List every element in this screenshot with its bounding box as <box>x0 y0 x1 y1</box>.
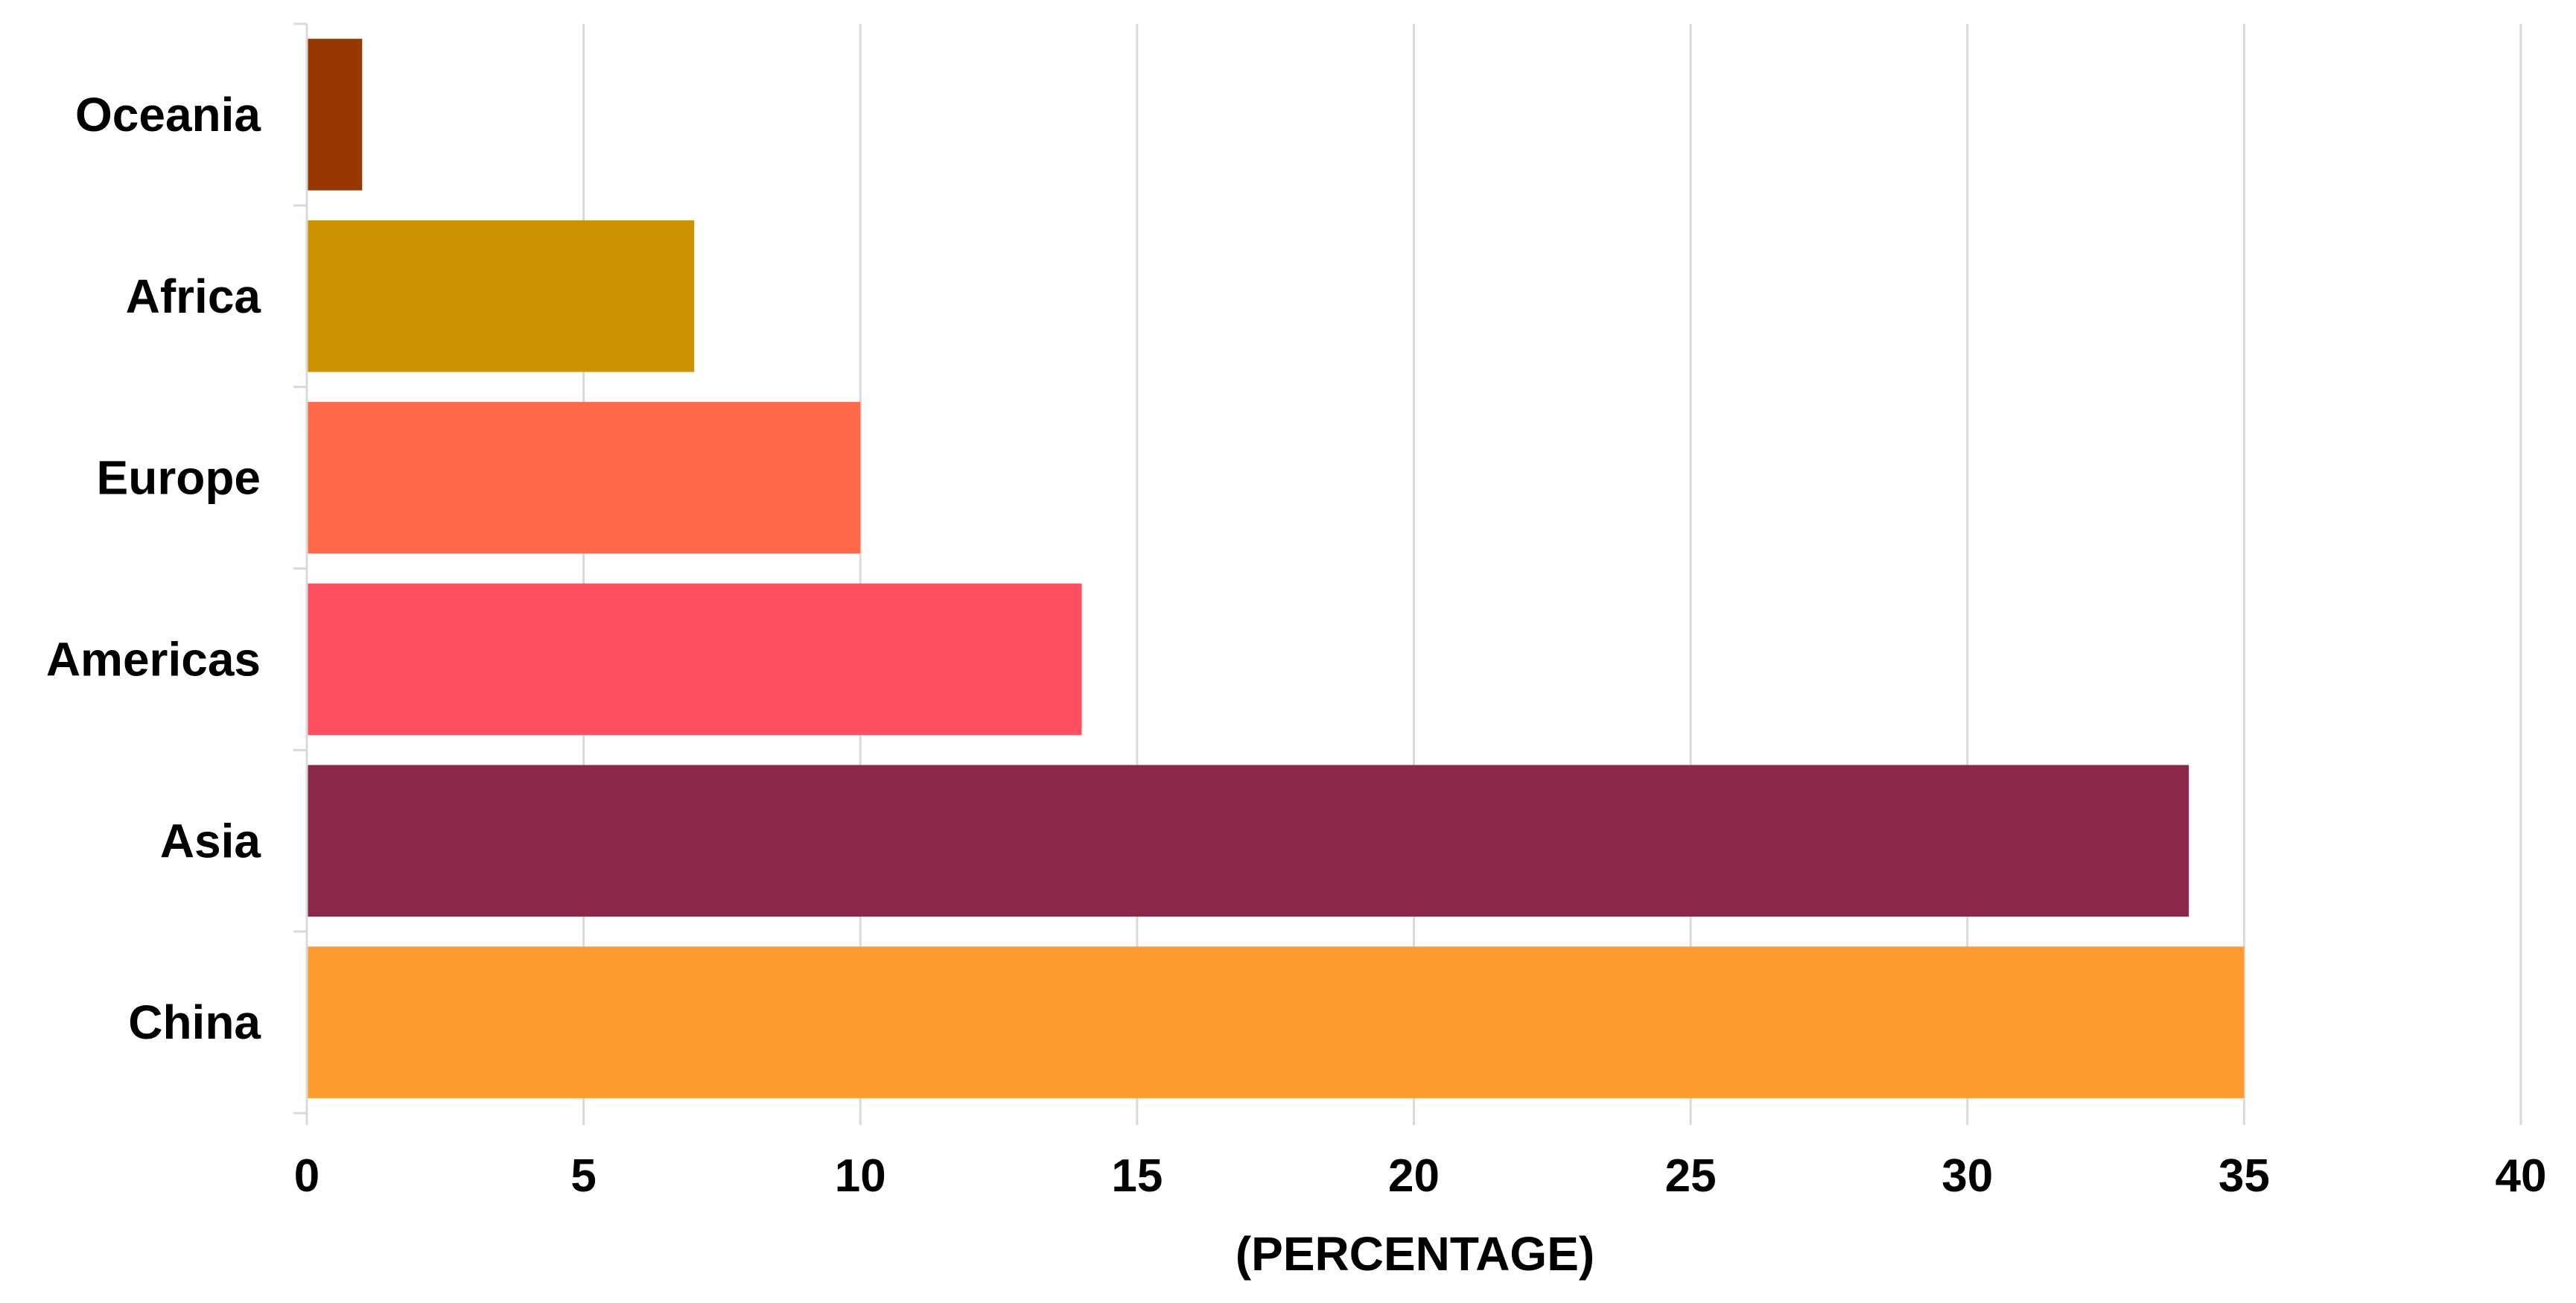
x-tick-label: 15 <box>1111 1150 1163 1202</box>
axes <box>293 22 2522 1125</box>
x-tick-label: 10 <box>835 1150 886 1202</box>
gridlines <box>582 24 2522 1113</box>
category-label-africa: Africa <box>126 270 261 323</box>
bar-americas <box>307 583 1082 736</box>
category-label-oceania: Oceania <box>75 88 261 141</box>
category-label-asia: Asia <box>160 814 261 867</box>
x-tick-label: 25 <box>1665 1150 1717 1202</box>
x-tick-labels: 0 5 10 15 20 25 30 35 40 <box>294 1150 2547 1202</box>
x-axis-title: (PERCENTAGE) <box>1235 1227 1594 1281</box>
x-tick-label: 5 <box>570 1150 596 1202</box>
x-tick-label: 20 <box>1388 1150 1440 1202</box>
bar-africa <box>307 220 695 372</box>
bar-asia <box>307 765 2189 917</box>
bar-oceania <box>307 39 363 191</box>
category-labels: China Asia Americas Europe Africa Oceania <box>46 88 261 1049</box>
category-label-europe: Europe <box>97 451 261 505</box>
x-tick-label: 30 <box>1941 1150 1993 1202</box>
x-tick-label: 40 <box>2496 1150 2547 1202</box>
bars <box>307 39 2245 1098</box>
bar-europe <box>307 401 861 554</box>
x-tick-label: 0 <box>294 1150 319 1202</box>
x-tick-label: 35 <box>2219 1150 2270 1202</box>
bar-china <box>307 946 2245 1098</box>
category-label-china: China <box>128 995 261 1049</box>
category-label-americas: Americas <box>46 632 261 686</box>
